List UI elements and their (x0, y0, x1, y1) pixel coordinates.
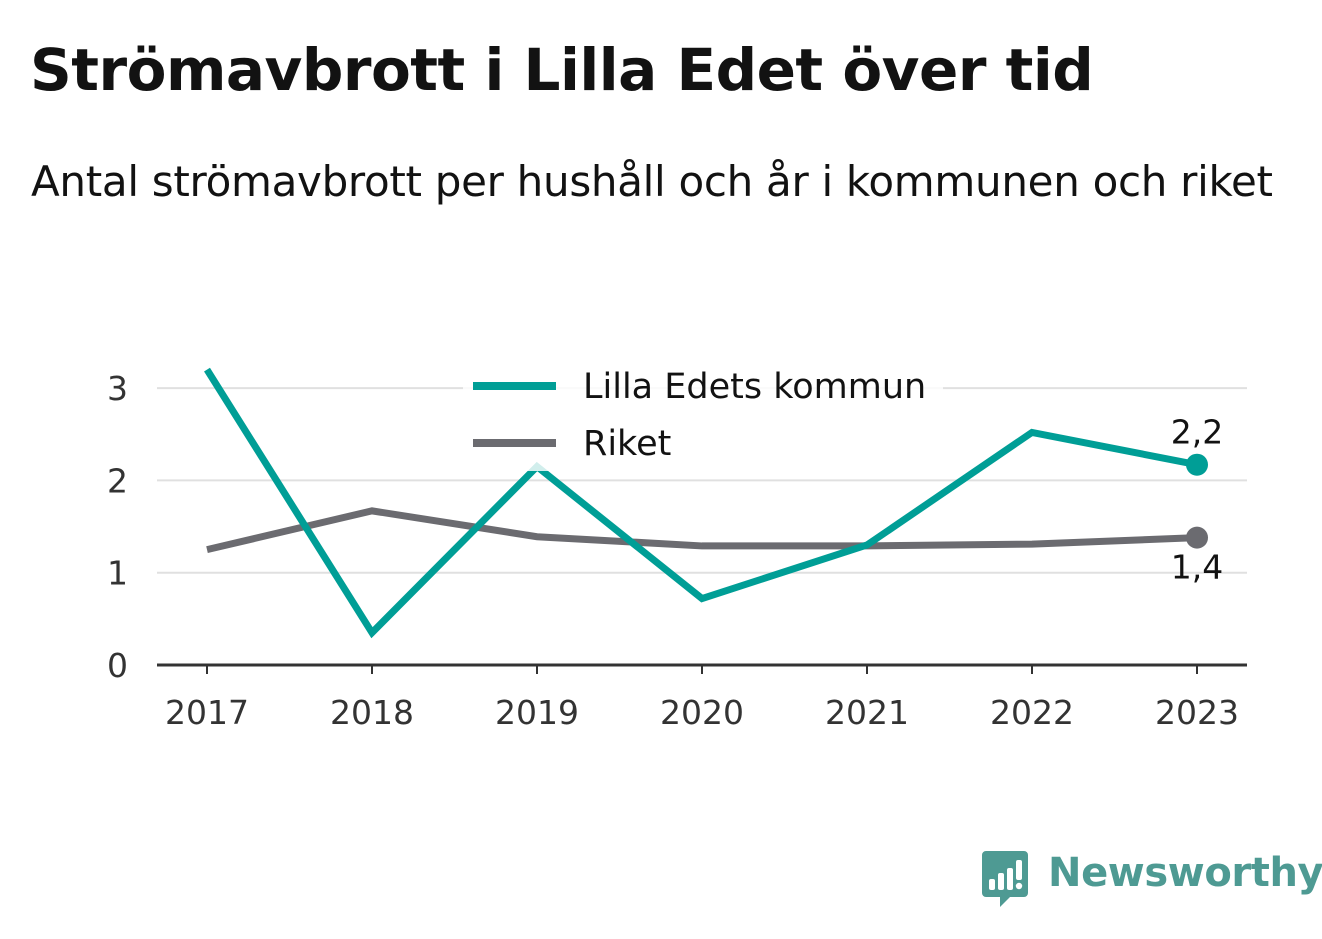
legend-label-riket: Riket (583, 424, 671, 464)
series-line-lilla-edet (204, 367, 1198, 639)
y-tick-label: 1 (107, 554, 128, 593)
x-tick-label: 2023 (1155, 693, 1239, 732)
legend: Lilla Edets kommun Riket (463, 361, 943, 471)
series-line-riket (206, 507, 1198, 554)
end-label-lilla-edet: 2,2 (1171, 413, 1223, 452)
newsworthy-logo: Newsworthy (980, 848, 1322, 914)
series-lines (204, 367, 1208, 639)
brand-name: Newsworthy (1048, 850, 1322, 896)
legend-background (463, 361, 943, 471)
x-tick-label: 2019 (495, 693, 579, 732)
x-tick-label: 2018 (330, 693, 414, 732)
x-axis: 2017 2018 2019 2020 2021 2022 2023 (157, 663, 1247, 732)
end-point-riket (1186, 526, 1208, 549)
y-tick-label: 3 (107, 369, 128, 408)
y-axis-ticks: 0 1 2 3 (107, 369, 128, 685)
x-tick-label: 2022 (990, 693, 1074, 732)
x-tick-label: 2017 (165, 693, 249, 732)
legend-label-lilla-edet: Lilla Edets kommun (583, 367, 926, 407)
x-tick-label: 2021 (825, 693, 909, 732)
chart-subtitle: Antal strömavbrott per hushåll och år i … (31, 157, 1273, 206)
y-tick-label: 0 (107, 646, 128, 685)
chart-title: Strömavbrott i Lilla Edet över tid (30, 36, 1094, 104)
x-tick-label: 2020 (660, 693, 744, 732)
y-tick-label: 2 (107, 461, 128, 500)
bar-chart-speech-bubble-icon (982, 851, 1028, 907)
end-labels: 2,2 1,4 (1171, 413, 1223, 587)
line-chart: 0 1 2 3 2017 2018 2019 2020 2021 2022 2023 Lilla … (107, 361, 1247, 732)
end-label-riket: 1,4 (1171, 548, 1223, 587)
end-point-lilla-edet (1186, 453, 1208, 476)
